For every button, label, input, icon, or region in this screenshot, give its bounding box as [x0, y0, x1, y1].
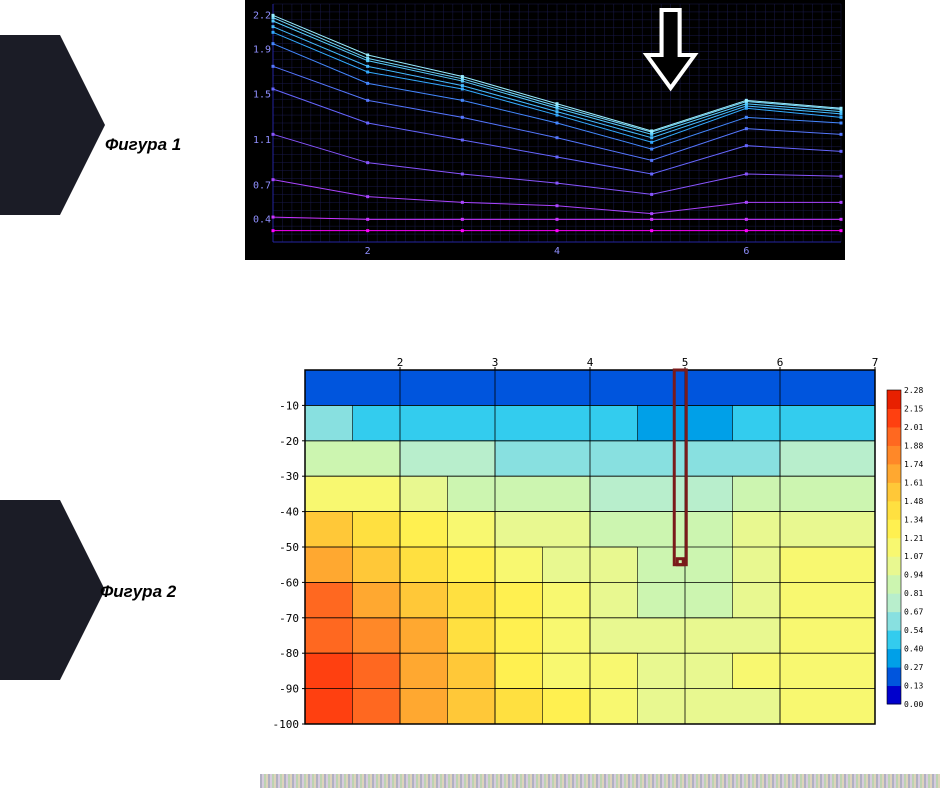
svg-text:1.07: 1.07 [904, 552, 923, 561]
svg-text:1.74: 1.74 [904, 460, 923, 469]
svg-text:-40: -40 [279, 506, 299, 519]
svg-text:-30: -30 [279, 470, 299, 483]
svg-text:2: 2 [365, 246, 371, 257]
svg-text:1.21: 1.21 [904, 534, 923, 543]
svg-text:0.4: 0.4 [253, 214, 271, 225]
svg-text:-100: -100 [273, 718, 300, 731]
svg-text:0.7: 0.7 [253, 180, 271, 191]
svg-text:1.9: 1.9 [253, 44, 271, 55]
svg-text:-50: -50 [279, 541, 299, 554]
svg-text:2.01: 2.01 [904, 423, 923, 432]
svg-text:1.48: 1.48 [904, 497, 923, 506]
svg-text:1.88: 1.88 [904, 441, 923, 450]
chevron-fig2 [0, 500, 60, 680]
svg-text:0.67: 0.67 [904, 608, 923, 617]
svg-text:-60: -60 [279, 576, 299, 589]
svg-text:-20: -20 [279, 435, 299, 448]
svg-text:0.13: 0.13 [904, 682, 923, 691]
svg-text:0.00: 0.00 [904, 700, 923, 709]
svg-text:-80: -80 [279, 647, 299, 660]
svg-text:0.81: 0.81 [904, 589, 923, 598]
svg-text:1.61: 1.61 [904, 478, 923, 487]
svg-text:0.27: 0.27 [904, 663, 923, 672]
svg-text:1.5: 1.5 [253, 90, 271, 101]
fig1-label: Фигура 1 [105, 135, 181, 155]
svg-text:-70: -70 [279, 612, 299, 625]
svg-text:1.1: 1.1 [253, 135, 271, 146]
contour-chart-fig2: 234567-10-20-30-40-50-60-70-80-90-1000.0… [260, 352, 940, 732]
svg-text:0.54: 0.54 [904, 626, 923, 635]
svg-text:-90: -90 [279, 683, 299, 696]
svg-text:0.94: 0.94 [904, 571, 923, 580]
chevron-fig1 [0, 35, 60, 215]
svg-text:2.15: 2.15 [904, 404, 923, 413]
svg-text:1.34: 1.34 [904, 515, 923, 524]
noise-strip [260, 774, 940, 788]
svg-text:4: 4 [554, 246, 560, 257]
line-chart-fig1: 0.4 0.7 1.1 1.5 1.9 2.2 2 4 6 [245, 0, 845, 260]
svg-text:-10: -10 [279, 399, 299, 412]
svg-text:2.2: 2.2 [253, 10, 271, 21]
svg-text:6: 6 [743, 246, 749, 257]
svg-text:0.40: 0.40 [904, 645, 923, 654]
fig2-label: Фигура 2 [100, 582, 176, 602]
svg-text:2.28: 2.28 [904, 386, 923, 395]
